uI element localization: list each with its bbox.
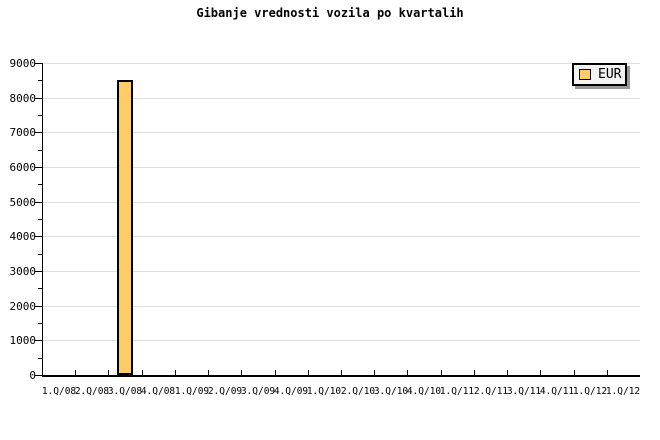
y-major-tick (35, 271, 42, 272)
x-axis-tick (374, 370, 375, 375)
x-axis-tick-label: 3.Q/08 (107, 386, 143, 397)
gridline-5000 (43, 202, 640, 203)
x-axis-tick (407, 370, 408, 375)
gridline-2000 (43, 306, 640, 307)
x-axis-tick-label: 4.Q/08 (140, 386, 176, 397)
x-axis-tick (341, 370, 342, 375)
chart-title: Gibanje vrednosti vozila po kvartalih (196, 6, 464, 20)
x-axis-tick-label: 2.Q/11 (473, 386, 509, 397)
y-axis-tick-label: 7000 (9, 126, 37, 139)
y-minor-tick (38, 288, 42, 289)
gridline-1000 (43, 340, 640, 341)
x-axis-tick-label: 1.Q/12 (605, 386, 641, 397)
y-minor-tick (38, 150, 42, 151)
x-axis-tick (540, 370, 541, 375)
y-major-tick (35, 63, 42, 64)
x-axis-tick (175, 370, 176, 375)
x-axis-tick (208, 370, 209, 375)
x-axis-line (42, 375, 640, 377)
y-axis-tick-label: 2000 (9, 300, 37, 313)
y-minor-tick (38, 358, 42, 359)
y-axis-tick-label: 9000 (9, 57, 37, 70)
y-major-tick (35, 202, 42, 203)
x-axis-tick (574, 370, 575, 375)
x-axis-tick (507, 370, 508, 375)
y-axis-tick-label: 8000 (9, 92, 37, 105)
y-major-tick (35, 98, 42, 99)
x-axis-tick-label: 4.Q/09 (273, 386, 309, 397)
x-axis-tick (108, 370, 109, 375)
y-axis-tick-label: 5000 (9, 196, 37, 209)
x-axis-tick (241, 370, 242, 375)
y-major-tick (35, 236, 42, 237)
y-minor-tick (38, 80, 42, 81)
x-axis-tick-label: 1.Q/10 (306, 386, 342, 397)
y-minor-tick (38, 184, 42, 185)
y-major-tick (35, 132, 42, 133)
y-axis-tick-label: 1000 (9, 334, 37, 347)
y-axis-tick-label: 6000 (9, 161, 37, 174)
y-major-tick (35, 375, 42, 376)
y-minor-tick (38, 254, 42, 255)
bar-3.Q/08 (117, 80, 133, 375)
legend-color-swatch-eur (579, 69, 591, 80)
y-major-tick (35, 306, 42, 307)
y-axis-tick-label: 4000 (9, 230, 37, 243)
y-minor-tick (38, 323, 42, 324)
x-axis-tick-label: 1.Q/11 (439, 386, 475, 397)
y-major-tick (35, 167, 42, 168)
x-axis-tick-label: 2.Q/09 (207, 386, 243, 397)
x-axis-tick (607, 370, 608, 375)
x-axis-tick-label: 3.Q/10 (373, 386, 409, 397)
gridline-9000 (43, 63, 640, 64)
y-major-tick (35, 340, 42, 341)
y-minor-tick (38, 115, 42, 116)
gridline-8000 (43, 98, 640, 99)
y-minor-tick (38, 219, 42, 220)
x-axis-tick-label: 3.Q/09 (240, 386, 276, 397)
x-axis-tick-label: 4.Q/10 (406, 386, 442, 397)
x-axis-tick (75, 370, 76, 375)
gridline-3000 (43, 271, 640, 272)
gridline-6000 (43, 167, 640, 168)
x-axis-tick-label: 1.Q/08 (41, 386, 77, 397)
legend-box: EUR (572, 63, 627, 86)
y-axis-tick-label: 3000 (9, 265, 37, 278)
x-axis-tick-label: 2.Q/08 (74, 386, 110, 397)
x-axis-tick-label: 4.Q/11 (539, 386, 575, 397)
x-axis-tick (474, 370, 475, 375)
x-axis-tick-label: 2.Q/10 (340, 386, 376, 397)
gridline-7000 (43, 132, 640, 133)
legend-label-eur: EUR (598, 67, 622, 82)
y-axis-tick-label: 0 (29, 369, 36, 382)
x-axis-tick (275, 370, 276, 375)
x-axis-tick-label: 3.Q/11 (506, 386, 542, 397)
x-axis-tick (441, 370, 442, 375)
y-axis-line (42, 63, 43, 377)
x-axis-tick (142, 370, 143, 375)
gridline-4000 (43, 236, 640, 237)
x-axis-tick-label: 1.Q/12 (572, 386, 608, 397)
x-axis-tick-label: 1.Q/09 (174, 386, 210, 397)
x-axis-tick (308, 370, 309, 375)
